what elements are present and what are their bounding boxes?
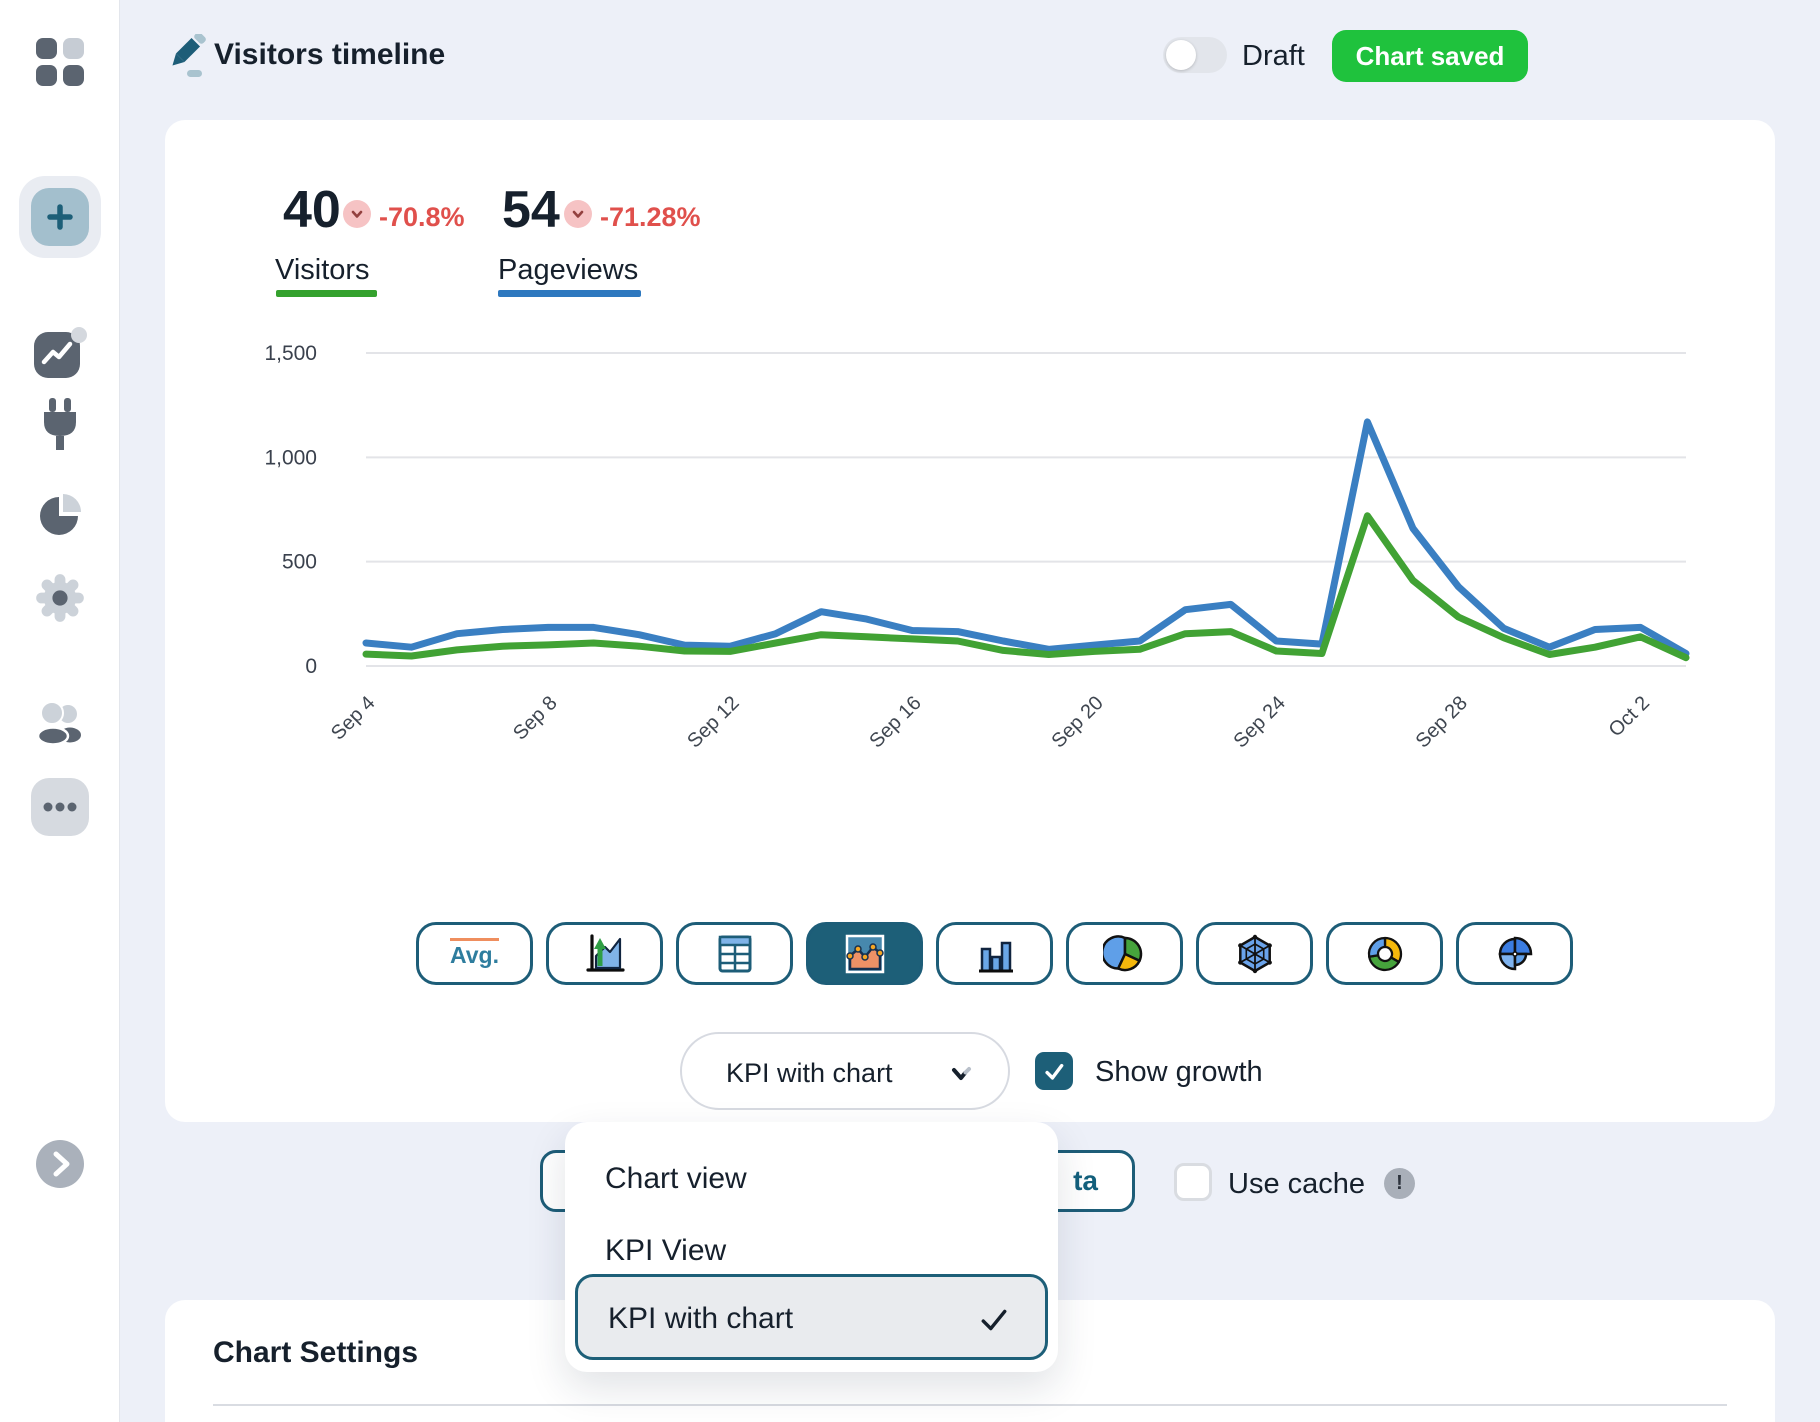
x-axis-label: Sep 8 — [509, 692, 562, 745]
audience-people-nav[interactable] — [33, 700, 87, 751]
polar-chart-icon — [1498, 936, 1532, 970]
chart-type-radar-button[interactable] — [1196, 922, 1313, 985]
menu-item-label: KPI with chart — [608, 1302, 794, 1335]
donut-chart-icon — [1367, 936, 1402, 971]
x-axis-label: Sep 12 — [683, 692, 743, 752]
avg-icon: Avg. — [450, 938, 499, 969]
view-mode-value: KPI with chart — [726, 1058, 893, 1088]
line-area-icon — [845, 934, 884, 973]
x-axis-label: Sep 16 — [865, 692, 925, 752]
view-mode-select[interactable]: KPI with chart — [680, 1032, 1010, 1110]
check-icon — [979, 1305, 1009, 1340]
menu-item-kpi-with-chart-selected[interactable]: KPI with chart — [575, 1274, 1048, 1360]
x-axis-label: Oct 2 — [1605, 692, 1654, 741]
pie-chart-icon — [1102, 934, 1142, 971]
page-title: Visitors timeline — [214, 38, 446, 71]
collapse-sidebar-button[interactable] — [35, 1140, 84, 1188]
use-cache-label[interactable]: Use cache — [1228, 1168, 1366, 1200]
series-line-pageviews — [362, 418, 1690, 657]
check-icon — [1045, 1063, 1064, 1080]
y-axis-label: 500 — [282, 551, 317, 574]
chart-type-bar-button[interactable] — [936, 922, 1053, 985]
integrations-plug-nav[interactable] — [37, 398, 83, 465]
toggle-knob — [1166, 40, 1196, 70]
y-axis-label: 1,500 — [264, 342, 317, 365]
series-line-visitors — [362, 512, 1690, 662]
add-chart-button[interactable] — [18, 176, 101, 258]
view-mode-menu: Chart view KPI View KPI with chart — [565, 1122, 1058, 1372]
kpi-value-visitors: 40 — [283, 181, 341, 239]
chevron-down-icon — [948, 1060, 974, 1091]
kpi-label-visitors[interactable]: Visitors — [275, 254, 370, 286]
y-axis-label: 0 — [305, 655, 317, 678]
chart-type-line-area-button-selected[interactable] — [806, 922, 923, 985]
chart-type-table-button[interactable] — [676, 922, 793, 985]
x-axis-label: Sep 24 — [1230, 692, 1290, 752]
table-icon — [718, 935, 751, 972]
more-ellipsis-nav[interactable] — [30, 778, 89, 841]
trend-down-icon — [564, 200, 592, 228]
area-growth-icon — [585, 933, 625, 972]
kpi-label-pageviews[interactable]: Pageviews — [498, 254, 639, 286]
draft-toggle[interactable] — [1163, 37, 1227, 73]
apps-grid-icon[interactable] — [35, 38, 84, 91]
kpi-change-visitors: -70.8% — [379, 202, 465, 232]
y-axis-label: 1,000 — [264, 446, 317, 469]
radar-icon — [1237, 934, 1272, 973]
pie-chart-nav[interactable] — [35, 488, 85, 549]
x-axis-label: Sep 20 — [1047, 692, 1107, 752]
kpi-change-pageviews: -71.28% — [600, 202, 701, 232]
trend-down-icon — [343, 200, 371, 228]
kpi-value-pageviews: 54 — [502, 181, 560, 239]
chart-type-average-button[interactable]: Avg. — [416, 922, 533, 985]
draft-label: Draft — [1242, 40, 1305, 72]
pageviews-underline — [498, 290, 641, 297]
divider — [213, 1404, 1727, 1406]
x-axis-label: Sep 4 — [327, 692, 380, 745]
bar-chart-icon — [978, 941, 1013, 972]
menu-item-chart-view[interactable]: Chart view — [605, 1162, 747, 1195]
x-axis-label: Sep 28 — [1412, 692, 1472, 752]
show-growth-label[interactable]: Show growth — [1095, 1056, 1263, 1088]
show-growth-checkbox[interactable] — [1035, 1052, 1073, 1090]
settings-gear-nav[interactable] — [34, 572, 86, 629]
visitors-underline — [276, 290, 377, 297]
chart-card: 40 -70.8% Visitors 54 -71.28% Pageviews … — [165, 120, 1775, 1122]
chart-type-area-growth-button[interactable] — [546, 922, 663, 985]
chevron-right-icon — [53, 1151, 69, 1177]
analytics-nav[interactable] — [32, 326, 88, 387]
visitors-timeline-chart: 0 500 1,000 1,500 Sep 4 Sep 8 Sep 12 Sep 16 Sep … — [264, 342, 1690, 752]
notification-dot — [70, 327, 87, 343]
chart-saved-button[interactable]: Chart saved — [1332, 30, 1528, 82]
chart-type-pie-button[interactable] — [1066, 922, 1183, 985]
plus-icon — [30, 188, 89, 246]
sidebar — [0, 0, 120, 1422]
chart-settings-heading: Chart Settings — [213, 1336, 419, 1369]
chart-type-donut-button[interactable] — [1326, 922, 1443, 985]
chart-type-polar-button[interactable] — [1456, 922, 1573, 985]
edit-pencil-icon[interactable] — [168, 32, 208, 83]
menu-item-kpi-view[interactable]: KPI View — [605, 1234, 727, 1267]
info-icon[interactable]: ! — [1384, 1168, 1415, 1199]
use-cache-checkbox[interactable] — [1174, 1163, 1212, 1201]
